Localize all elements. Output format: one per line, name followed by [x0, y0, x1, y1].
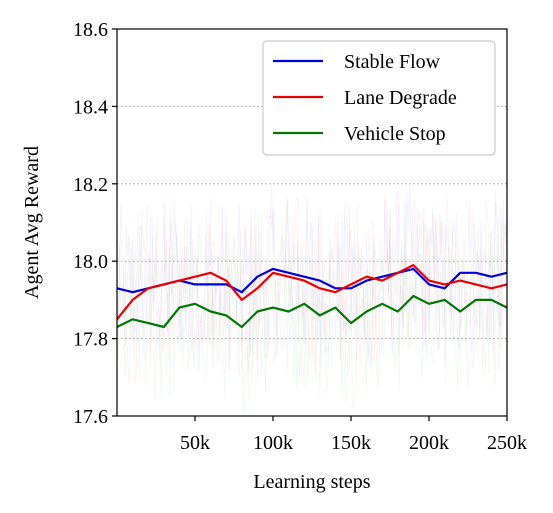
lane-degrade-line	[116, 264, 508, 320]
y-tick-label: 18.4	[73, 96, 108, 118]
vehicle-stop-raw-trace	[116, 218, 508, 412]
x-tick-label: 100k	[253, 432, 293, 454]
stable-flow-raw-trace	[116, 182, 508, 371]
x-tick-label: 250k	[487, 432, 527, 454]
x-tick-label: 200k	[409, 432, 449, 454]
y-axis-label: Agent Avg Reward	[21, 146, 43, 299]
y-tick-label: 18.6	[73, 19, 108, 41]
axis-ticks: 17.6 17.8 18.0 18.2 18.4 18.6 50k 100k 150k 200k 2…	[73, 19, 527, 454]
x-tick-label: 50k	[180, 432, 210, 454]
vehicle-stop-line	[116, 294, 508, 329]
lane-degrade-raw-trace	[116, 195, 508, 385]
raw-noise-traces	[116, 182, 508, 412]
x-tick-label: 150k	[331, 432, 371, 454]
legend: Stable Flow Lane Degrade Vehicle Stop	[262, 40, 496, 156]
legend-label-vehicle-stop: Vehicle Stop	[344, 123, 446, 145]
x-axis-label: Learning steps	[253, 471, 370, 493]
y-tick-label: 18.0	[73, 251, 108, 273]
y-tick-label: 17.8	[73, 329, 108, 351]
legend-label-stable-flow: Stable Flow	[344, 51, 441, 73]
y-tick-label: 17.6	[73, 406, 108, 428]
plot-area	[116, 28, 508, 417]
legend-label-lane-degrade: Lane Degrade	[344, 87, 457, 109]
series-lines	[116, 264, 508, 329]
y-tick-label: 18.2	[73, 174, 108, 196]
legend-box	[262, 40, 496, 156]
stable-flow-line	[116, 267, 508, 294]
